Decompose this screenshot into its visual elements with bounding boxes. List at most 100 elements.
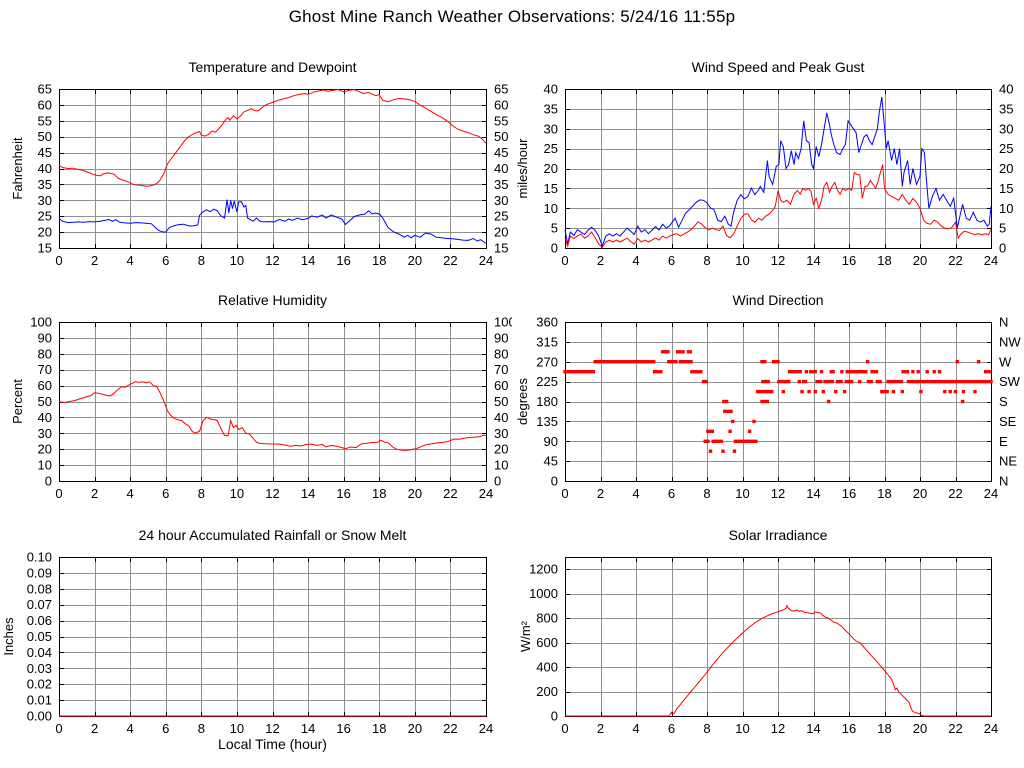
- chart-solar-irradiance: 0 200 400 600 800 1000 1200 0 2 4 6 8 10 12 14 16 18 20 22…: [512, 518, 1024, 768]
- y-tick-label-right: 35: [494, 177, 508, 192]
- y-tick-label: 1000: [529, 586, 558, 601]
- y-tick-label: 45: [38, 145, 52, 160]
- y-tick-label: 0.06: [27, 613, 52, 628]
- x-tick-label: 4: [127, 721, 134, 736]
- chart-relative-humidity: 0 0 10 10 20 20 30 30 40 40 50 50 60 60 70 70 80 80 90 90 10…: [0, 283, 516, 518]
- y-tick-label: 80: [38, 346, 52, 361]
- y-axis-label: Inches: [1, 617, 16, 656]
- y-axis-label: miles/hour: [515, 138, 530, 199]
- chart-rainfall: 0.00 0.01 0.02 0.03 0.04 0.05 0.06 0.07 0.08 0.09…: [0, 518, 512, 768]
- series-wind-speed: [564, 164, 992, 248]
- x-tick-label: 18: [877, 253, 891, 268]
- chart-title: 24 hour Accumulated Rainfall or Snow Mel…: [139, 527, 407, 543]
- y-tick-label: 100: [30, 315, 52, 330]
- y-tick-label-right: 5: [999, 221, 1006, 236]
- y-tick-label: 800: [536, 611, 558, 626]
- x-tick-label: 14: [806, 253, 820, 268]
- grid-lines: [59, 557, 486, 716]
- y-tick-label-right: 30: [494, 193, 508, 208]
- y-tick-label-right: 50: [494, 394, 508, 409]
- y-tick-label-right: 25: [494, 209, 508, 224]
- x-tick-label: 22: [948, 486, 962, 501]
- x-tick-label: 2: [91, 721, 98, 736]
- x-tick-label: 4: [127, 253, 134, 268]
- y-axis-label: Percent: [10, 379, 25, 424]
- y-tick-label: 40: [38, 410, 52, 425]
- y-tick-label: 30: [38, 193, 52, 208]
- x-tick-label: 6: [162, 486, 169, 501]
- x-tick-label: 0: [55, 721, 62, 736]
- y-tick-label: 30: [544, 121, 558, 136]
- x-tick-label: 24: [479, 486, 493, 501]
- y-tick-label: 30: [38, 426, 52, 441]
- y-tick-label-right: 20: [494, 442, 508, 457]
- x-tick-label: 6: [162, 721, 169, 736]
- x-tick-label: 20: [408, 486, 422, 501]
- x-tick-label: 10: [735, 253, 749, 268]
- x-tick-label: 2: [597, 486, 604, 501]
- x-tick-label: 14: [301, 486, 315, 501]
- y-tick-label: 200: [536, 684, 558, 699]
- series-humidity: [58, 381, 487, 451]
- y-tick-label: 135: [536, 414, 558, 429]
- y-tick-label: 0.08: [27, 581, 52, 596]
- x-tick-label: 0: [561, 721, 568, 736]
- x-tick-label: 24: [984, 486, 998, 501]
- x-tick-label: 2: [597, 253, 604, 268]
- x-tick-label: 24: [984, 253, 998, 268]
- y-tick-label: 315: [536, 334, 558, 349]
- x-tick-label: 0: [561, 253, 568, 268]
- y-tick-label-right: 100: [494, 315, 512, 330]
- y-tick-label-right: 50: [494, 129, 508, 144]
- x-tick-label: 8: [198, 253, 205, 268]
- x-tick-label: 10: [230, 253, 244, 268]
- y-tick-label: 0: [551, 709, 558, 724]
- x-tick-label: 4: [632, 253, 639, 268]
- x-tick-label: 14: [301, 721, 315, 736]
- compass-label: NW: [999, 334, 1021, 349]
- y-tick-label: 50: [38, 129, 52, 144]
- x-tick-label: 22: [948, 253, 962, 268]
- chart-title: Solar Irradiance: [729, 527, 828, 543]
- x-tick-label: 6: [668, 253, 675, 268]
- grid-lines: [565, 89, 991, 248]
- x-tick-label: 2: [91, 486, 98, 501]
- x-tick-label: 10: [230, 486, 244, 501]
- y-tick-label: 20: [38, 225, 52, 240]
- x-tick-label: 14: [806, 721, 820, 736]
- x-tick-label: 20: [913, 721, 927, 736]
- y-tick-label-right: 70: [494, 362, 508, 377]
- x-tick-label: 14: [301, 253, 315, 268]
- y-tick-label: 35: [544, 101, 558, 116]
- y-tick-label: 0: [551, 474, 558, 489]
- x-tick-label: 20: [913, 486, 927, 501]
- x-tick-label: 24: [479, 721, 493, 736]
- y-tick-label-right: 15: [999, 181, 1013, 196]
- x-tick-label: 24: [479, 253, 493, 268]
- x-tick-label: 6: [162, 253, 169, 268]
- y-tick-label: 0: [551, 241, 558, 256]
- y-axis-label: W/m²: [518, 620, 533, 652]
- x-tick-label: 12: [771, 253, 785, 268]
- y-tick-label: 0.07: [27, 597, 52, 612]
- chart-title: Temperature and Dewpoint: [188, 59, 356, 75]
- x-tick-label: 20: [913, 253, 927, 268]
- series-peak-gust: [564, 96, 992, 248]
- grid-lines: [565, 557, 991, 716]
- y-tick-label-right: 45: [494, 145, 508, 160]
- y-tick-label-right: 40: [494, 161, 508, 176]
- x-tick-label: 10: [230, 721, 244, 736]
- y-tick-label-right: 10: [999, 201, 1013, 216]
- y-tick-label-right: 0: [999, 241, 1006, 256]
- x-tick-label: 4: [127, 486, 134, 501]
- x-tick-label: 18: [372, 721, 386, 736]
- x-tick-label: 4: [632, 486, 639, 501]
- x-tick-label: 16: [336, 721, 350, 736]
- y-tick-label-right: 25: [999, 141, 1013, 156]
- y-tick-label: 0.02: [27, 677, 52, 692]
- x-tick-label: 12: [771, 721, 785, 736]
- x-tick-label: 0: [55, 253, 62, 268]
